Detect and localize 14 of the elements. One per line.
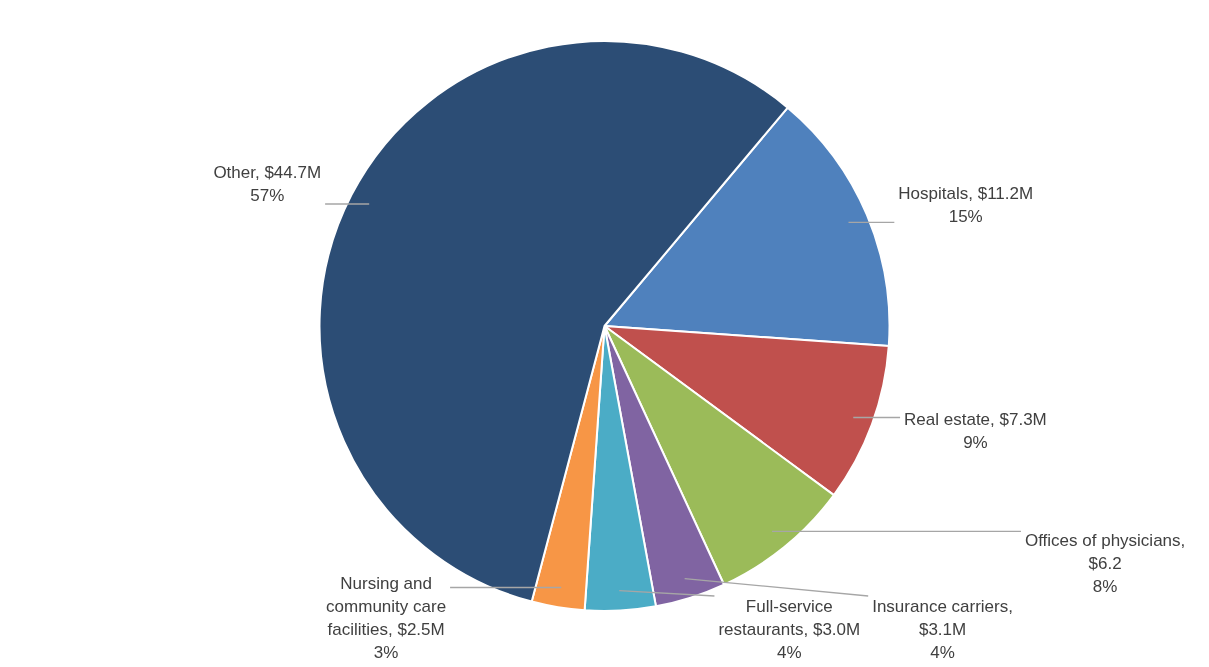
slice-label: Offices of physicians, $6.2 xyxy=(1024,531,1186,574)
data-label: 4% xyxy=(777,643,802,663)
data-label: 9% xyxy=(963,433,988,453)
data-label: 8% xyxy=(1092,577,1118,597)
slice-label: Real estate, $7.3M xyxy=(904,410,1047,430)
slice-label: Hospitals, $11.2M xyxy=(898,183,1034,203)
data-label: 4% xyxy=(930,643,955,663)
data-label: 3% xyxy=(373,643,399,663)
data-label: 57% xyxy=(250,185,285,205)
slice-label: Nursing and community care facilities, $2.5M xyxy=(326,574,447,640)
data-label: 15% xyxy=(948,206,983,226)
slice-label: Insurance carriers, $3.1M xyxy=(872,597,1013,640)
slice-label: Other, $44.7M xyxy=(213,162,322,182)
slice-label: Full-service restaurants, $3.0M xyxy=(718,597,861,640)
